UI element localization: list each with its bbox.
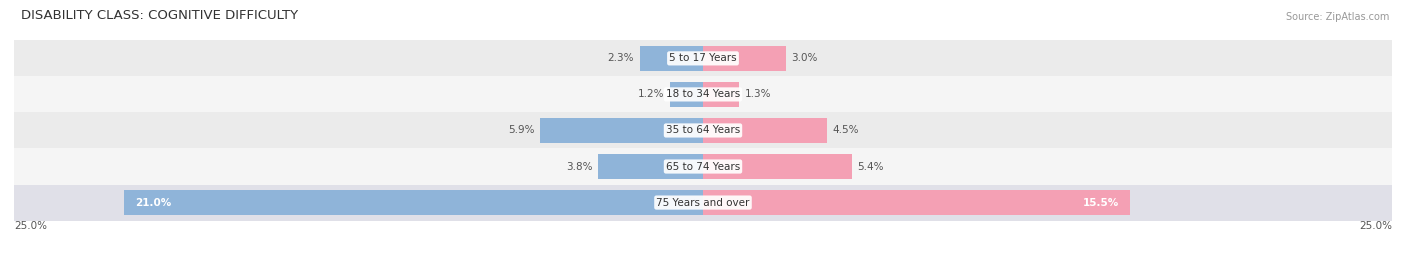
- Text: 5 to 17 Years: 5 to 17 Years: [669, 53, 737, 63]
- Text: 1.3%: 1.3%: [744, 89, 770, 100]
- Text: 21.0%: 21.0%: [135, 197, 172, 208]
- Text: 5.4%: 5.4%: [858, 161, 884, 172]
- Bar: [703, 46, 786, 71]
- Bar: [703, 118, 827, 143]
- Text: DISABILITY CLASS: COGNITIVE DIFFICULTY: DISABILITY CLASS: COGNITIVE DIFFICULTY: [21, 9, 298, 22]
- Text: 25.0%: 25.0%: [1360, 221, 1392, 231]
- Bar: [669, 82, 703, 107]
- Bar: [703, 82, 738, 107]
- Bar: [14, 76, 1392, 112]
- Bar: [640, 46, 703, 71]
- Text: 25.0%: 25.0%: [14, 221, 46, 231]
- Bar: [14, 112, 1392, 148]
- Bar: [703, 154, 852, 179]
- Text: 15.5%: 15.5%: [1083, 197, 1119, 208]
- Bar: [14, 185, 1392, 221]
- Text: Source: ZipAtlas.com: Source: ZipAtlas.com: [1286, 12, 1389, 22]
- Text: 3.0%: 3.0%: [792, 53, 817, 63]
- Text: 18 to 34 Years: 18 to 34 Years: [666, 89, 740, 100]
- Text: 65 to 74 Years: 65 to 74 Years: [666, 161, 740, 172]
- Text: 35 to 64 Years: 35 to 64 Years: [666, 125, 740, 136]
- Bar: [703, 190, 1130, 215]
- Bar: [540, 118, 703, 143]
- Text: 3.8%: 3.8%: [567, 161, 593, 172]
- Text: 75 Years and over: 75 Years and over: [657, 197, 749, 208]
- Text: 2.3%: 2.3%: [607, 53, 634, 63]
- Text: 4.5%: 4.5%: [832, 125, 859, 136]
- Bar: [124, 190, 703, 215]
- Text: 1.2%: 1.2%: [638, 89, 665, 100]
- Bar: [599, 154, 703, 179]
- Bar: [14, 148, 1392, 185]
- Bar: [14, 40, 1392, 76]
- Text: 5.9%: 5.9%: [509, 125, 534, 136]
